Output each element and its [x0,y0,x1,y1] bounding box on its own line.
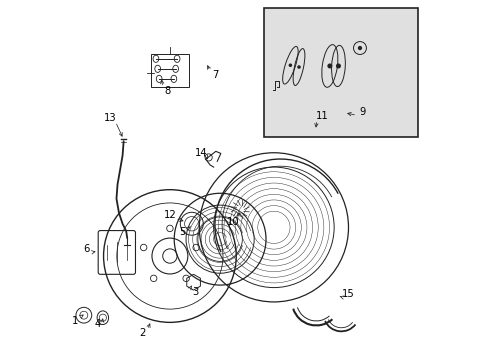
Text: 13: 13 [104,113,117,123]
Text: 6: 6 [82,244,89,254]
Text: 9: 9 [358,107,365,117]
Text: 7: 7 [211,70,218,80]
Circle shape [357,46,362,50]
Text: 8: 8 [164,86,170,96]
Circle shape [335,63,340,68]
Text: 3: 3 [191,287,198,297]
Circle shape [288,63,292,67]
Bar [150,54,189,87]
Circle shape [326,63,332,68]
Text: 5: 5 [179,227,185,237]
Text: 15: 15 [341,289,353,299]
Text: 14: 14 [195,148,207,158]
Text: 4: 4 [94,319,101,329]
Bar [264,8,418,137]
Circle shape [297,65,300,69]
Text: 12: 12 [163,210,176,220]
Text: 2: 2 [139,328,145,338]
Text: 10: 10 [226,217,239,227]
Text: 11: 11 [315,111,327,121]
Text: 1: 1 [72,316,78,325]
